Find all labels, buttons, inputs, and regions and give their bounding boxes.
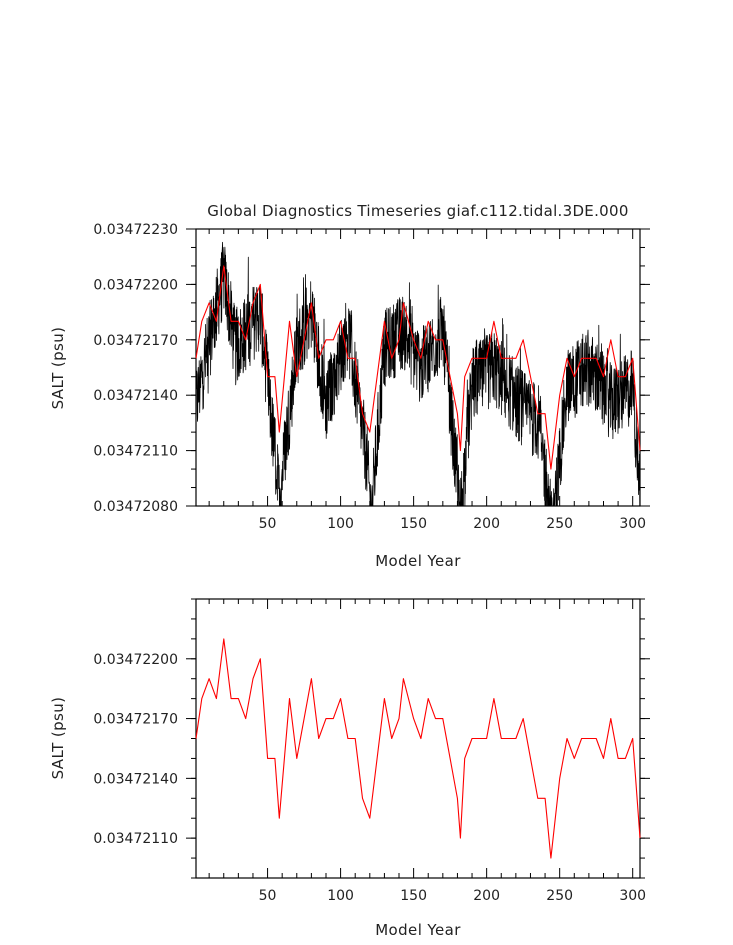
top-series-monthly [195, 241, 641, 507]
top-series-annual-mean [195, 265, 641, 470]
top-chart: 50 100 150 200 250 300 0.034720800.034721100.… [49, 222, 650, 570]
top-y-axis-label: SALT (psu) [49, 327, 67, 410]
bottom-x-tick-label: 200 [473, 888, 500, 904]
top-y-tick-label: 0.03472170 [93, 333, 178, 349]
bottom-chart: 50 100 150 200 250 300 0.034721100.034721400.… [49, 598, 650, 939]
bottom-series-group [195, 638, 641, 859]
bottom-y-tick-label: 0.03472200 [93, 652, 178, 668]
bottom-x-axis-label: Model Year [375, 921, 461, 939]
bottom-x-tick-label: 150 [400, 888, 427, 904]
top-x-tick-label: 50 [259, 516, 277, 532]
top-plot-frame [195, 228, 641, 507]
top-y-tick-label: 0.03472230 [93, 222, 178, 238]
bottom-x-tick-label: 50 [259, 888, 277, 904]
bottom-series-annual-mean [195, 638, 641, 859]
bottom-plot-frame [195, 598, 641, 879]
top-y-tick-label: 0.03472080 [93, 499, 178, 515]
bottom-y-tick-label: 0.03472140 [93, 771, 178, 787]
bottom-y-tick-label: 0.03472110 [93, 831, 178, 847]
bottom-x-tick-label: 250 [546, 888, 573, 904]
bottom-y-axis: 0.03472110 0.03472140 0.03472170 0.03472200 [93, 598, 650, 879]
top-y-tick-label: 0.03472200 [93, 277, 178, 293]
top-y-tick-label: 0.03472140 [93, 388, 178, 404]
bottom-x-tick-label: 300 [619, 888, 646, 904]
top-x-tick-label: 200 [473, 516, 500, 532]
bottom-x-axis: 50 100 150 200 250 300 [208, 599, 646, 904]
top-x-tick-label: 300 [619, 516, 646, 532]
top-x-tick-label: 150 [400, 516, 427, 532]
top-x-axis-label: Model Year [375, 552, 461, 570]
top-y-axis: 0.03472080 0.03472110 0.03472140 0.03472170… [93, 222, 650, 515]
top-x-tick-label: 250 [546, 516, 573, 532]
top-x-tick-label: 100 [327, 516, 354, 532]
figure-title: Global Diagnostics Timeseries giaf.c112.… [207, 202, 628, 220]
top-series-group [195, 241, 641, 507]
top-x-axis: 50 100 150 200 250 300 [208, 229, 646, 532]
bottom-y-axis-label: SALT (psu) [49, 697, 67, 780]
bottom-x-tick-label: 100 [327, 888, 354, 904]
top-y-tick-label: 0.03472110 [93, 444, 178, 460]
bottom-y-tick-label: 0.03472170 [93, 712, 178, 728]
